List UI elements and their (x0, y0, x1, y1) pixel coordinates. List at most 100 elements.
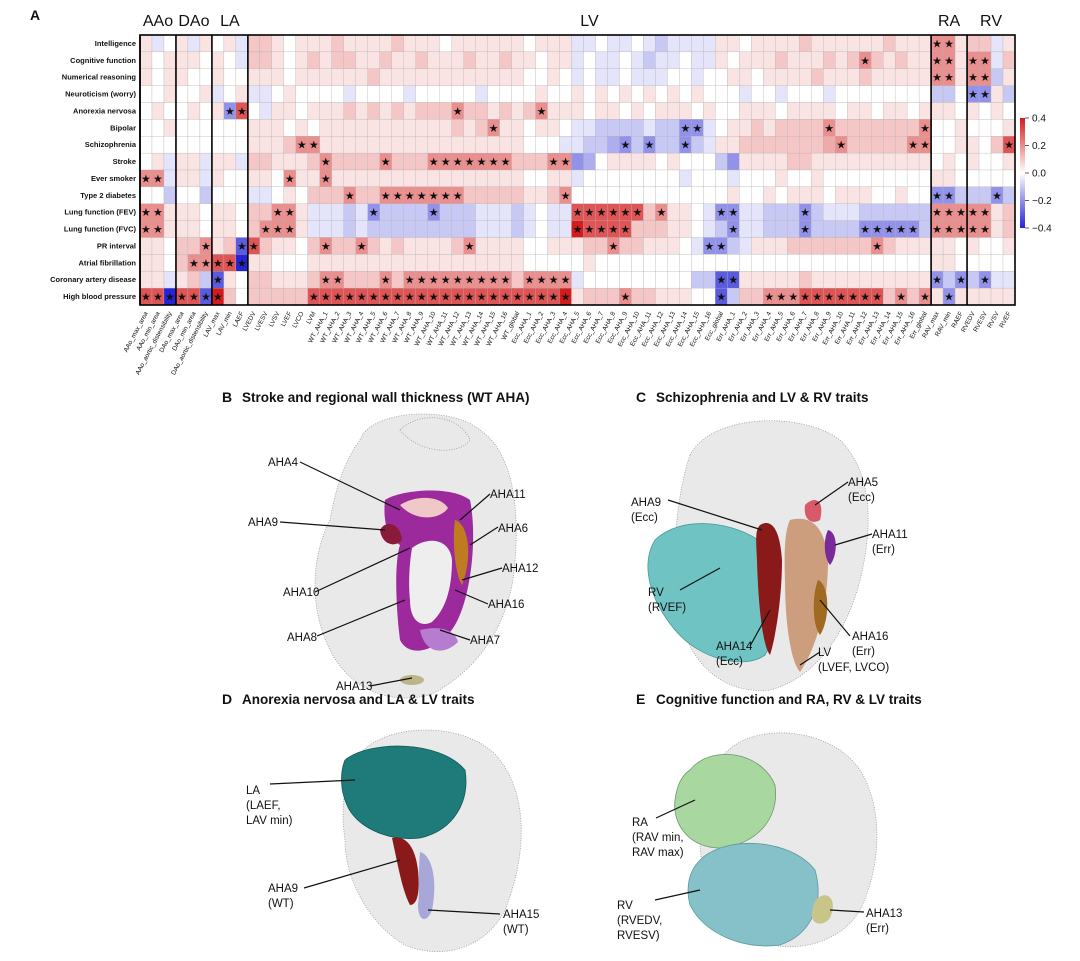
heatmap-cell (835, 34, 848, 53)
heart-render-e (674, 732, 878, 948)
heatmap-cell (535, 34, 548, 53)
heatmap-cell (835, 102, 848, 120)
heatmap-cell (439, 220, 452, 238)
heatmap-cell (355, 186, 368, 204)
heatmap-cell (763, 271, 776, 289)
heatmap-cell (523, 186, 536, 204)
heatmap-cell (775, 51, 788, 69)
heatmap-cell (1002, 85, 1016, 103)
heatmap-cell (523, 68, 536, 86)
heatmap-cell (619, 102, 632, 120)
heatmap-cell (763, 203, 776, 221)
heatmap-cell (283, 51, 296, 69)
heatmap-cell (787, 34, 800, 53)
row-label: Cognitive function (70, 56, 136, 65)
heatmap-cell (163, 220, 177, 238)
heatmap-cell (571, 287, 584, 306)
heatmap-cell (655, 169, 668, 188)
heatmap-cell (667, 85, 680, 103)
heatmap-cell (703, 203, 716, 221)
heatmap-cell (415, 203, 428, 221)
heatmap-cell (595, 51, 608, 69)
heatmap-cell (223, 237, 237, 255)
heatmap-cell (1002, 271, 1016, 289)
group-label: LV (580, 13, 599, 30)
panel-title: Stroke and regional wall thickness (WT A… (242, 390, 530, 405)
heatmap-cell (391, 119, 404, 137)
heatmap-cell (175, 136, 189, 154)
heatmap-cell (307, 34, 320, 53)
heatmap-cell (163, 136, 177, 154)
heatmap-cell (811, 169, 824, 188)
heatmap-cell (163, 85, 177, 103)
heatmap-cell (247, 85, 261, 103)
heatmap-cell (451, 169, 464, 188)
heatmap-cell (307, 169, 320, 188)
heatmap-cell (966, 136, 980, 154)
heatmap-cell (175, 34, 189, 53)
annotation: (Err) (866, 923, 889, 935)
heatmap-cell (871, 102, 884, 120)
heatmap-cell (595, 85, 608, 103)
heatmap-cell (247, 287, 261, 306)
heatmap-cell (847, 220, 860, 238)
heatmap-cell (307, 51, 320, 69)
annotation: AHA6 (498, 523, 528, 535)
heatmap-cell (511, 136, 524, 154)
heatmap-cell (355, 51, 368, 69)
heatmap-cell (894, 203, 908, 221)
heatmap-cell (439, 203, 452, 221)
heatmap-cell (199, 203, 213, 221)
annotation: AHA16 (488, 599, 524, 611)
significance-star: ★ (992, 190, 1002, 202)
heatmap-cell (415, 220, 428, 238)
leader-line (427, 909, 501, 915)
heatmap-cell (847, 271, 860, 289)
heatmap-cell (763, 136, 776, 154)
heatmap-cell (175, 254, 189, 272)
heatmap-cell (247, 136, 261, 154)
heatmap-cell (583, 51, 596, 69)
heatmap-cell (331, 254, 344, 272)
heatmap-cell (343, 169, 356, 188)
heatmap-cell (954, 254, 968, 272)
significance-star: ★ (501, 292, 511, 304)
heatmap-cell (475, 119, 488, 137)
heatmap-cell (847, 68, 860, 86)
heatmap-cell (319, 136, 332, 154)
heatmap-cell (942, 85, 956, 103)
heatmap-cell (379, 220, 392, 238)
heatmap-cell (883, 152, 896, 171)
heatmap-cell (319, 51, 332, 69)
heatmap-cell (571, 85, 584, 103)
heatmap-cell (223, 287, 237, 306)
heatmap-cell (751, 169, 764, 188)
heatmap-cell (847, 102, 860, 120)
heatmap-cell (523, 254, 536, 272)
heatmap-cell (211, 169, 225, 188)
heatmap-cell (295, 169, 308, 188)
heatmap-cell (787, 220, 800, 238)
heatmap-cell (871, 136, 884, 154)
heatmap-cell (703, 51, 716, 69)
annotation: RV (617, 900, 633, 912)
heatmap-cell (595, 119, 608, 137)
heatmap-cell (954, 237, 968, 255)
significance-star: ★ (621, 207, 631, 219)
heatmap-cell (954, 169, 968, 188)
heatmap-cell (259, 85, 272, 103)
significance-star: ★ (944, 224, 954, 236)
heatmap-cell (187, 51, 201, 69)
heatmap-cell (463, 169, 476, 188)
heatmap-cell (475, 102, 488, 120)
heatmap-cell (583, 136, 596, 154)
heatmap-cell (583, 119, 596, 137)
heatmap-cell (583, 102, 596, 120)
heatmap-cell (751, 186, 764, 204)
heatmap-cell (751, 119, 764, 137)
significance-star: ★ (800, 207, 810, 219)
heatmap-cell (799, 102, 812, 120)
significance-star: ★ (393, 190, 403, 202)
heatmap-cell (775, 237, 788, 255)
heatmap-cell (643, 68, 656, 86)
